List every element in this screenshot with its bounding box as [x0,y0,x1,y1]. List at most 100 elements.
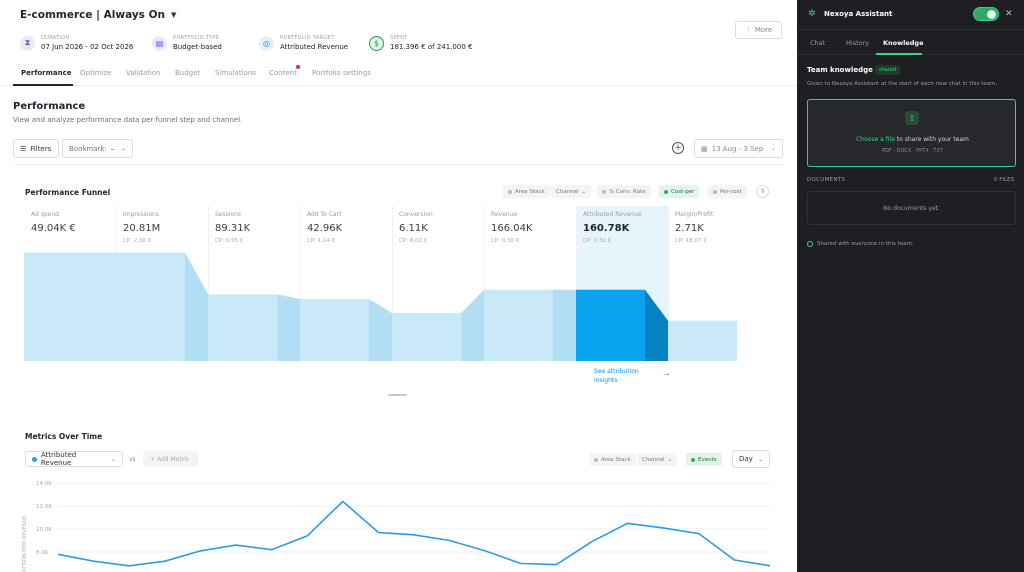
y-tick-label: 14.0K [36,481,52,487]
granularity-select[interactable]: Day ⌄ [732,450,770,468]
dollar-icon: $ [369,35,384,51]
funnel-stage-name: Ad spend [31,211,59,218]
shared-note: Shared with everyone in this team. [807,241,914,247]
series-dot-icon [32,456,37,462]
funnel-stage-num: 49.04K € [31,223,76,234]
date-range-picker[interactable]: ▦ 13 Aug - 3 Sep ⌄ [694,139,783,158]
stage-divider [484,206,485,361]
chip-label: Area Stack [601,456,631,463]
meta-label: DURATION [41,35,70,41]
documents-label: DOCUMENTS [807,177,846,183]
tab-portfolio-settings[interactable]: Portfolio settings [312,69,371,77]
bookmark-label: Bookmark: [69,144,107,153]
funnel-stage-cp: CP: 0,55 € [215,238,244,244]
y-tick-label: 10.0K [36,527,52,533]
area-stack-chip[interactable]: Area Stack [503,185,550,198]
meta-label: SPENT [390,35,408,41]
funnel-stage[interactable]: Add To Cart 42.96K CP: 1,14 € [300,206,392,266]
stage-divider [668,206,669,361]
empty-text: No documents yet. [883,204,940,212]
per-cost-chip[interactable]: Per-cost [708,185,747,198]
target-icon: ◎ [259,35,274,51]
tab-optimize[interactable]: Optimize [80,69,112,77]
tab-content[interactable]: Content [269,69,297,77]
chip-label: Channel [642,456,665,463]
funnel-stage[interactable]: Impressions 20.81M CP: 2,36 € [116,206,208,266]
metric-select[interactable]: Attributed Revenue ⌄ [25,451,123,467]
funnel-transition [461,289,484,361]
tab-validation[interactable]: Validation [126,69,161,77]
chevron-down-icon: ⌄ [770,145,776,152]
funnel-stage-cp: CP: 8,02 € [399,238,428,244]
cost-per-chip[interactable]: Cost-per [659,185,700,198]
meta-value: Budget-based [173,43,222,51]
add-circle-icon[interactable]: + [672,142,684,154]
tab-simulations[interactable]: Simulations [215,69,256,77]
funnel-transition [369,299,392,361]
stage-divider [208,206,209,361]
chevron-down-icon: ▼ [170,11,177,19]
metrics-title: Metrics Over Time [25,432,103,441]
series-line [57,500,771,567]
tab-budget[interactable]: Budget [175,69,201,77]
funnel-title: Performance Funnel [25,188,111,197]
add-metric-button[interactable]: + Add Metric [143,451,198,467]
chevron-down-icon: ⌄ [757,455,763,463]
toggle-knob [987,10,996,19]
chip-label: Channel [556,188,579,195]
choose-file-link[interactable]: Choose a file [856,136,895,143]
resize-handle[interactable] [388,394,407,396]
assistant-sidebar: ✲ Nexoya Assistant ✕ Chat History Knowle… [797,0,1024,572]
events-chip[interactable]: Events [686,453,722,466]
conv-rate-chip[interactable]: % Conv. Rate [597,185,651,198]
funnel-stage-num: 160.78K [583,223,630,234]
funnel-bar [392,312,461,361]
funnel-stage-name: Impressions [123,211,159,218]
more-button[interactable]: ⋮ More [735,21,782,39]
funnel-stage-num: 42.96K [307,223,343,234]
close-icon[interactable]: ✕ [1005,9,1013,19]
tab-history[interactable]: History [846,39,870,47]
file-dropzone[interactable]: ⇪ Choose a file to share with your team … [807,99,1016,167]
funnel-bar [668,320,737,361]
empty-documents: No documents yet. [807,191,1016,225]
attribution-insights-link[interactable]: See attribution insights [594,367,639,385]
channel-chip[interactable]: Channel ⌄ [637,453,678,466]
bookmark-select[interactable]: Bookmark: – ⌄ [62,139,133,158]
filters-label: Filters [30,144,52,153]
dot-icon [508,189,512,194]
channel-chip[interactable]: Channel ⌄ [551,185,592,198]
funnel-bar [300,299,369,361]
dot-icon [713,189,717,194]
assistant-toggle[interactable] [973,7,999,21]
filters-button[interactable]: ☰ Filters [13,139,59,158]
chip-label: % Conv. Rate [609,188,646,195]
funnel-stage[interactable]: Revenue 166.04K CP: 0,30 € [484,206,576,266]
expand-icon[interactable]: ⇕ [756,185,769,198]
funnel-stage[interactable]: Ad spend 49.04K € [24,206,116,266]
upload-icon: ⇪ [905,111,919,125]
funnel-stage[interactable]: Attributed Revenue 160.78K CP: 0,31 € [576,206,668,266]
bookmark-value: – [110,144,115,153]
y-tick-label: 8.0K [36,550,49,556]
chip-label: Area Stack [515,188,545,195]
metric-label: Attributed Revenue [40,451,77,467]
funnel-stage-num: 89.31K [215,223,251,234]
funnel-stage-num: 6.11K [399,223,428,234]
funnel-stage[interactable]: Sessions 89.31K CP: 0,55 € [208,206,300,266]
funnel-bar [24,252,116,361]
funnel-stage-cp: CP: 0,31 € [583,238,612,244]
tab-chat[interactable]: Chat [810,39,826,47]
calendar-icon: ▦ [701,144,708,153]
funnel-stage[interactable]: Conversion 6.11K CP: 8,02 € [392,206,484,266]
meta-label: PORTFOLIO TYPE [173,35,220,41]
tab-performance[interactable]: Performance [21,69,72,77]
section-subtitle: View and analyze performance data per fu… [13,116,243,124]
portfolio-selector[interactable]: E-commerce | Always On ▼ [20,9,176,21]
notification-dot [296,65,300,69]
tab-knowledge[interactable]: Knowledge [883,39,924,47]
area-stack-chip[interactable]: Area Stack [589,453,636,466]
knowledge-heading: Team knowledge [807,66,873,74]
funnel-stage[interactable]: Margin/Profit 2.71K CP: 18,07 € [668,206,760,266]
funnel-bar [576,289,645,361]
